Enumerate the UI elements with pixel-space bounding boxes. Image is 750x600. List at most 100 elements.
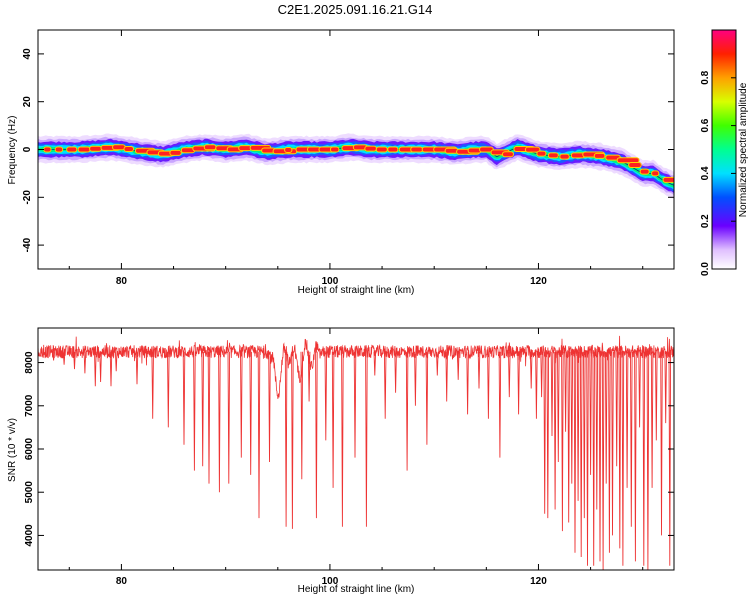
snr-dip	[618, 351, 622, 549]
snr-dip	[642, 351, 646, 566]
snr-dip	[94, 351, 97, 387]
snr-ticks: 80 100 120 4000 5000 6000 7000 8000	[24, 328, 674, 587]
snr-dip	[586, 351, 589, 566]
snr-dip	[557, 351, 560, 463]
snr-dip	[646, 351, 650, 570]
spectrogram-y-axis-label: Frequency (Hz)	[7, 116, 18, 185]
snr-dip	[331, 351, 335, 488]
spectrogram-peak	[502, 152, 513, 157]
colorbar-label: Normalized spectral amplitude	[738, 82, 749, 217]
snr-dip	[604, 351, 608, 484]
snr-dip	[394, 351, 397, 393]
snr-y-axis-label: SNR (10 * v/v)	[7, 418, 18, 482]
spectrogram-peak	[480, 147, 493, 152]
snr-dip	[373, 351, 377, 376]
snr-dip	[291, 351, 294, 529]
spectrogram-y-tick-label: 40	[22, 48, 33, 60]
snr-dip	[608, 351, 611, 553]
snr-y-tick-label: 8000	[24, 351, 35, 374]
snr-dip	[466, 351, 469, 415]
snr-dip	[576, 351, 580, 501]
snr-dip	[83, 351, 87, 374]
colorbar-tick-label: 0.8	[700, 70, 711, 84]
spectrogram-peak	[78, 147, 90, 152]
snr-dip	[456, 351, 460, 380]
spectrogram-peak	[663, 177, 674, 182]
snr-dip	[436, 351, 439, 376]
spectrogram-x-axis-label: Height of straight line (km)	[298, 285, 415, 296]
snr-dip	[73, 351, 76, 370]
spectrogram-peak	[67, 147, 77, 152]
snr-dip	[425, 351, 429, 445]
snr-dip	[99, 351, 102, 383]
snr-dip	[546, 351, 550, 519]
snr-dip	[529, 351, 533, 389]
snr-dip	[615, 351, 618, 467]
spectrogram-heatmap	[38, 133, 674, 199]
colorbar-ticks: 0.0 0.2 0.4 0.6 0.8	[700, 70, 736, 276]
snr-dip	[249, 351, 252, 475]
snr-dip	[300, 351, 304, 480]
snr-dip	[218, 351, 221, 493]
spectrogram-peak	[204, 145, 216, 150]
snr-dip	[589, 351, 592, 475]
snr-dip	[341, 351, 344, 527]
snr-dip	[592, 351, 595, 566]
snr-panel: 80 100 120 4000 5000 6000 7000 8000 Height of s…	[7, 327, 675, 595]
spectrogram-y-tick-label: -20	[22, 190, 33, 205]
spectrogram-peak	[170, 150, 181, 155]
snr-dip	[315, 351, 318, 519]
snr-x-tick-label: 120	[530, 576, 547, 587]
snr-dip	[570, 351, 574, 484]
snr-dip	[207, 351, 211, 484]
snr-y-tick-label: 6000	[24, 437, 35, 460]
spectrogram-peak	[468, 148, 481, 153]
snr-dip	[62, 351, 66, 365]
snr-dip	[564, 351, 567, 432]
snr-x-tick-label: 80	[116, 576, 128, 587]
spectrogram-peak	[262, 148, 275, 153]
colorbar-tick-label: 0.6	[700, 118, 711, 132]
snr-x-tick-label: 100	[322, 576, 339, 587]
spectrogram-peak	[560, 154, 569, 159]
spectrogram-peak	[617, 158, 639, 163]
snr-dip	[630, 351, 633, 527]
snr-dip	[601, 351, 605, 570]
spectrogram-y-tick-label: -40	[22, 237, 33, 252]
snr-dip	[167, 351, 170, 428]
snr-dip	[598, 351, 602, 562]
snr-dip	[650, 351, 654, 488]
snr-dip	[182, 351, 186, 445]
spectrogram-y-tick-label: 0	[22, 146, 33, 152]
snr-dip	[307, 351, 311, 402]
snr-dip	[668, 351, 672, 566]
snr-dip	[550, 351, 554, 437]
snr-dip	[201, 351, 204, 467]
spectrogram-peak	[353, 145, 367, 150]
snr-dip	[135, 351, 139, 385]
snr-dip	[477, 351, 481, 389]
spectrogram-peak	[537, 151, 546, 156]
spectrogram-x-tick-label: 100	[322, 276, 339, 287]
spectrogram-peak	[652, 171, 659, 176]
snr-dip	[664, 351, 667, 424]
spectrogram-peak	[285, 147, 292, 152]
snr-dip	[487, 351, 490, 419]
snr-dip	[540, 351, 543, 398]
snr-dip	[634, 351, 637, 562]
snr-x-axis-label: Height of straight line (km)	[298, 584, 415, 595]
spectrogram-peak	[388, 147, 398, 152]
figure-title: C2E1.2025.091.16.21.G14	[278, 2, 433, 17]
spectrogram-peak	[55, 147, 63, 152]
snr-dip	[660, 351, 663, 536]
snr-plot-area	[38, 335, 674, 570]
snr-dip	[414, 351, 417, 406]
snr-dip	[517, 351, 520, 415]
spectrogram-ticks: 80 100 120 -40 -20 0 20 40	[22, 30, 674, 287]
spectrogram-peak	[640, 169, 649, 174]
spectrogram-peak	[571, 153, 585, 158]
colorbar-tick-label: 0.2	[700, 214, 711, 228]
snr-dip	[365, 351, 368, 527]
spectrogram-band	[38, 140, 674, 192]
